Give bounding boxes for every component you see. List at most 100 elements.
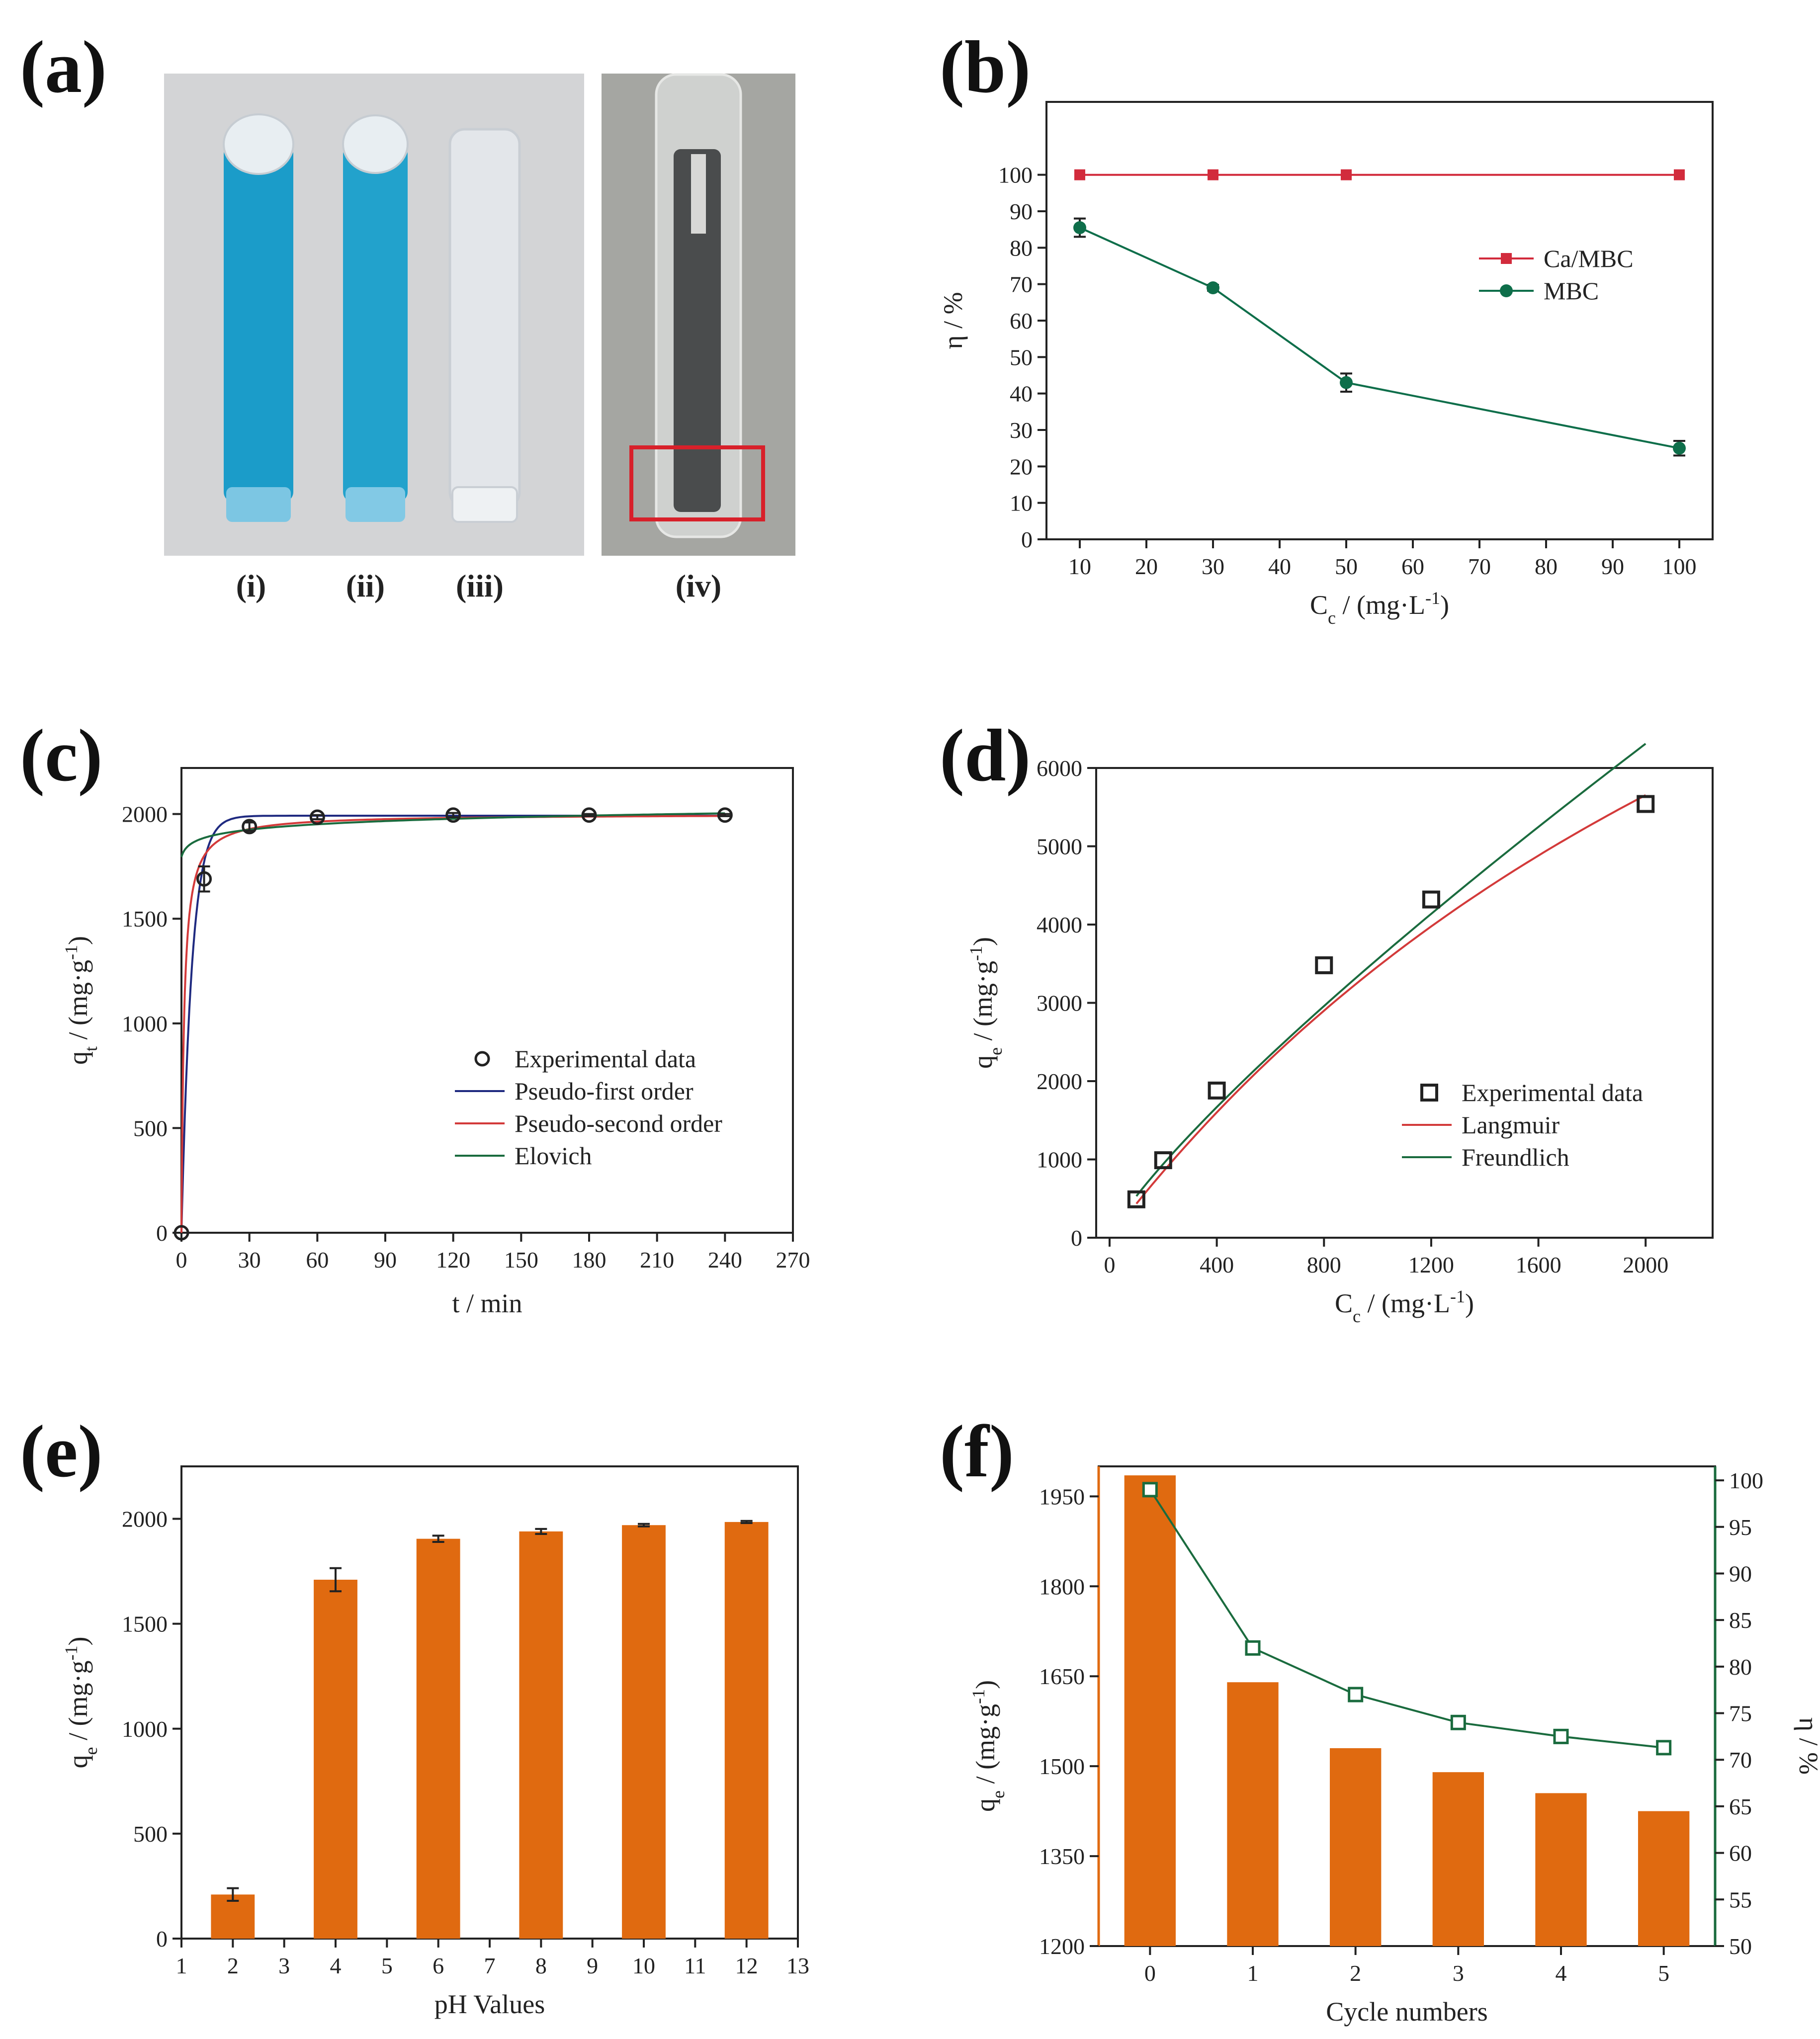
- x-tick-label: 1: [1247, 1960, 1259, 1986]
- y-axis-title-b: η / %: [938, 292, 968, 349]
- x-tick-label: 0: [176, 1247, 187, 1273]
- x-tick-label: 13: [786, 1953, 809, 1978]
- experimental-point: [173, 1225, 189, 1241]
- bar-cycle-2: [1330, 1748, 1382, 1946]
- legend-label-Ca/MBC: Ca/MBC: [1544, 245, 1634, 272]
- y-tick-label: 1800: [1039, 1574, 1085, 1599]
- tube-iv-stick: [691, 154, 706, 234]
- x-tick-label: 60: [306, 1247, 329, 1273]
- fit-curve-pso: [180, 815, 725, 1233]
- x-tick-label: 240: [708, 1247, 742, 1273]
- y-axis-title-d: qe / (mg·g-1): [966, 937, 1006, 1069]
- tube-iv-adsorbent: [674, 149, 721, 512]
- x-tick-label: 4: [330, 1953, 342, 1978]
- y-tick-label: 2000: [1037, 1069, 1082, 1094]
- data-point-MBC: [1073, 221, 1086, 234]
- panel-label-b: (b): [940, 26, 1031, 108]
- data-point-Ca/MBC: [1674, 169, 1685, 180]
- bar-pH-2: [211, 1894, 255, 1939]
- y-tick-label: 500: [133, 1115, 168, 1141]
- y2-tick-label: 70: [1729, 1747, 1752, 1773]
- y-tick-label: 1500: [122, 906, 168, 932]
- panel-label-d: (d): [940, 714, 1031, 797]
- y-tick-label: 10: [1010, 491, 1033, 516]
- y-tick-label: 5000: [1037, 834, 1082, 859]
- tube-ii: [343, 144, 408, 502]
- legend-marker-experimental: [474, 1051, 490, 1067]
- y-tick-label: 500: [133, 1821, 168, 1847]
- y2-tick-label: 75: [1729, 1701, 1752, 1726]
- y-tick-label: 1350: [1039, 1844, 1085, 1869]
- x-tick-label: 20: [1135, 554, 1158, 579]
- data-point-Ca/MBC: [1341, 169, 1352, 180]
- x-tick-label: 150: [504, 1247, 538, 1273]
- y-axis-title-c: qt / (mg·g-1): [61, 936, 101, 1065]
- fit-curve-freundlich: [1135, 743, 1647, 1197]
- eta-point: [1245, 1640, 1261, 1656]
- legend-label-pso: Pseudo-second order: [515, 1109, 722, 1137]
- charts-layer: 10 20 30 40 50 60 70 80 90 1000102030405060708090…: [61, 101, 1820, 2027]
- x-tick-label: 8: [535, 1953, 547, 1978]
- y-axis-title-f: qe / (mg·g-1): [968, 1680, 1008, 1812]
- x-tick-label: 7: [484, 1953, 496, 1978]
- x-tick-label: 30: [238, 1247, 261, 1273]
- eta-point: [1348, 1687, 1364, 1702]
- tube-i: [224, 144, 293, 502]
- y-tick-label: 80: [1010, 235, 1033, 260]
- experimental-point: [1127, 1190, 1145, 1208]
- experimental-point: [717, 807, 733, 823]
- panel-label-f: (f): [940, 1410, 1014, 1493]
- x-tick-label: 3: [1453, 1960, 1464, 1986]
- x-tick-label: 1200: [1408, 1252, 1454, 1277]
- legend-label-elovich: Elovich: [515, 1142, 592, 1170]
- data-point-MBC: [1340, 376, 1353, 389]
- plot-frame-c: [180, 767, 794, 1234]
- tube-iii-base: [451, 486, 518, 523]
- eta-point: [1142, 1482, 1158, 1498]
- y2-tick-label: 55: [1729, 1887, 1752, 1912]
- data-point-MBC: [1207, 281, 1219, 294]
- x-tick-label: 6: [433, 1953, 444, 1978]
- tube-label-iv: (iv): [676, 568, 721, 603]
- tube-label-ii: (ii): [346, 568, 385, 603]
- y2-tick-label: 50: [1729, 1934, 1752, 1959]
- x-axis-title-e: pH Values: [434, 1989, 545, 2019]
- bar-pH-6: [416, 1538, 460, 1939]
- x-tick-label: 270: [776, 1247, 810, 1273]
- fit-curve-langmuir: [1135, 794, 1647, 1204]
- x-tick-label: 9: [587, 1953, 598, 1978]
- y2-axis-title-f: η / %: [1794, 1717, 1820, 1775]
- legend-marker-Ca/MBC: [1501, 253, 1512, 264]
- x-tick-label: 180: [572, 1247, 607, 1273]
- y2-tick-label: 85: [1729, 1608, 1752, 1633]
- experimental-point: [309, 809, 325, 825]
- bar-pH-4: [314, 1580, 357, 1939]
- x-tick-label: 12: [735, 1953, 758, 1978]
- tube-iii: [448, 128, 521, 509]
- y2-tick-label: 90: [1729, 1561, 1752, 1586]
- y-tick-label: 3000: [1037, 991, 1082, 1016]
- y-tick-label: 50: [1010, 344, 1033, 370]
- legend-label-experimental: Experimental data: [1462, 1079, 1643, 1106]
- y-tick-label: 2000: [122, 802, 168, 827]
- legend-label-langmuir: Langmuir: [1462, 1111, 1560, 1139]
- x-tick-label: 5: [381, 1953, 393, 1978]
- x-tick-label: 0: [1144, 1960, 1156, 1986]
- x-axis-title-d: Cc / (mg·L-1): [1335, 1286, 1474, 1326]
- legend-marker-MBC: [1500, 284, 1513, 297]
- plot-frame-b: [1045, 101, 1714, 540]
- experimental-point: [1208, 1081, 1226, 1100]
- plot-frame-e: [180, 1465, 799, 1940]
- fit-curve-elovich: [180, 812, 725, 857]
- x-tick-label: 2: [1350, 1960, 1361, 1986]
- tube-i-base: [226, 487, 291, 522]
- eta-point: [1656, 1740, 1672, 1756]
- x-tick-label: 50: [1335, 554, 1358, 579]
- x-tick-label: 400: [1200, 1252, 1234, 1277]
- bar-cycle-1: [1227, 1682, 1279, 1946]
- experimental-point: [1637, 795, 1655, 813]
- x-tick-label: 5: [1658, 1960, 1669, 1986]
- x-tick-label: 10: [1068, 554, 1091, 579]
- y-tick-label: 90: [1010, 199, 1033, 224]
